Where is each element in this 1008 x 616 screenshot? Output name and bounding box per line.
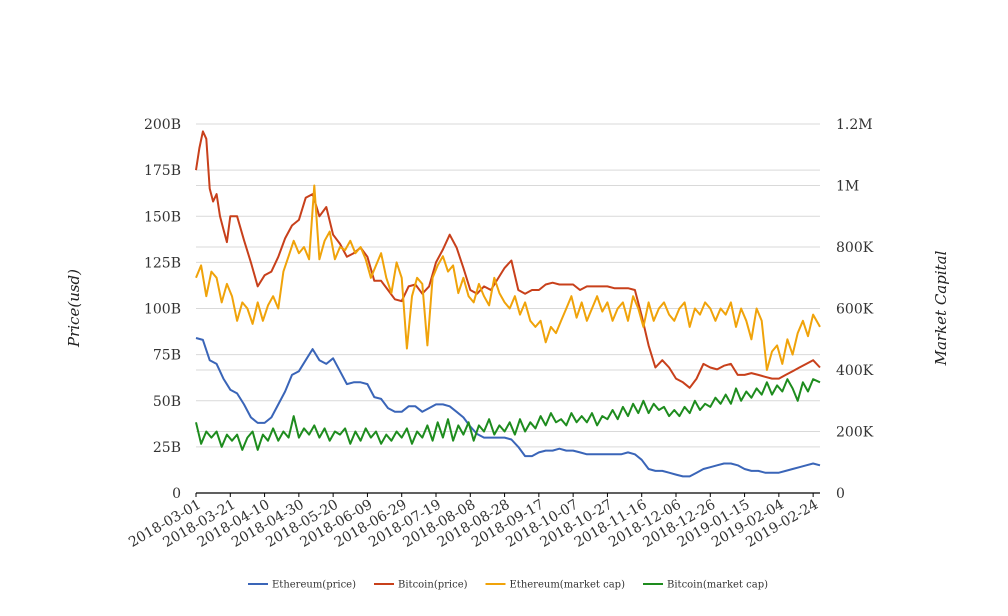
y-left-tick-label: 50B — [153, 394, 181, 410]
y-axis-right-ticks: 0 200K 400K 600K 800K 1M 1.2M — [836, 117, 874, 502]
legend-item: Ethereum(market cap) — [485, 580, 626, 591]
y-right-tick-label: 600K — [836, 302, 874, 318]
legend-item: Bitcoin(price) — [374, 580, 468, 591]
y-right-tick-label: 1M — [836, 179, 859, 195]
legend-label: Bitcoin(market cap) — [667, 580, 768, 591]
y-axis-left-title: Price(usd) — [65, 269, 83, 348]
y-right-tick-label: 200K — [836, 425, 874, 441]
y-left-tick-label: 175B — [144, 163, 181, 179]
legend-item: Ethereum(price) — [248, 580, 356, 591]
y-left-tick-label: 0 — [172, 486, 181, 502]
series-line-ethereum-market-cap — [195, 184, 821, 371]
y-left-tick-label: 200B — [144, 117, 181, 133]
y-right-tick-label: 1.2M — [836, 117, 873, 133]
legend: Ethereum(price) Bitcoin(price) Ethereum(ma… — [248, 580, 768, 591]
series-line-bitcoin-price — [195, 130, 821, 389]
legend-label: Ethereum(price) — [272, 580, 356, 591]
series-line-ethereum-price — [195, 337, 821, 478]
legend-label: Ethereum(market cap) — [510, 580, 626, 591]
x-axis-ticks: 2018-03-012018-03-212018-04-102018-04-30… — [126, 493, 821, 551]
y-left-tick-label: 25B — [153, 440, 181, 456]
y-left-tick-label: 100B — [144, 302, 181, 318]
legend-item: Bitcoin(market cap) — [643, 580, 768, 591]
y-left-tick-label: 150B — [144, 209, 181, 225]
y-right-tick-label: 0 — [836, 486, 845, 502]
y-left-tick-label: 75B — [153, 348, 181, 364]
grid-lines — [196, 123, 820, 448]
y-right-tick-label: 800K — [836, 240, 874, 256]
y-axis-left-ticks: 0 25B 50B 75B 100B 125B 150B 175B 200B — [144, 117, 181, 502]
y-right-tick-label: 400K — [836, 363, 874, 379]
legend-label: Bitcoin(price) — [398, 580, 468, 591]
series-line-bitcoin-market-cap — [195, 378, 821, 451]
y-left-tick-label: 125B — [144, 255, 181, 271]
y-axis-right-title: Market Capital — [932, 250, 950, 366]
series-lines — [195, 130, 821, 478]
